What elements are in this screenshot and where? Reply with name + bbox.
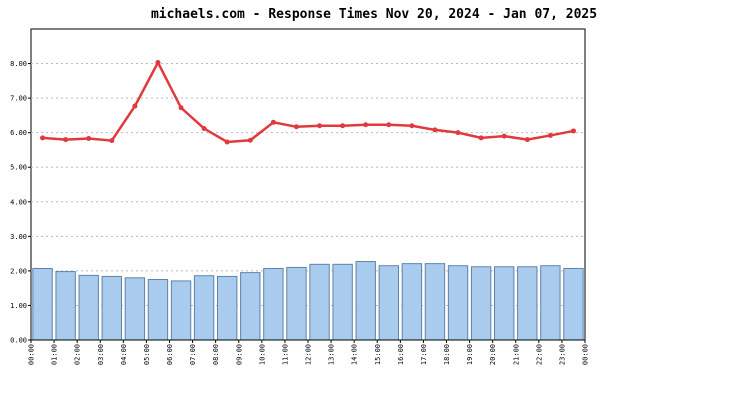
line-point [201, 126, 207, 132]
x-tick-label: 12:00 [305, 344, 313, 365]
bar [124, 277, 146, 341]
bar [286, 266, 307, 341]
bar [193, 275, 215, 341]
line [42, 59, 574, 144]
x-tick-label: 18:00 [443, 344, 451, 365]
x-tick-label: 09:00 [235, 344, 243, 365]
bar [263, 267, 284, 341]
x-tick-label: 00:00 [28, 344, 36, 365]
y-tick-label: 2.00 [10, 267, 27, 275]
bar [447, 265, 469, 341]
line-point [63, 137, 69, 143]
line-point [270, 119, 276, 125]
bar [378, 265, 399, 341]
line-point [224, 139, 230, 145]
bar [517, 266, 538, 341]
bar [540, 265, 561, 341]
x-tick-label: 17:00 [420, 344, 428, 365]
bar [309, 263, 330, 341]
bar [332, 263, 353, 341]
line-point [178, 105, 184, 111]
x-tick-label: 16:00 [397, 344, 405, 365]
line-point [109, 138, 115, 144]
line-point [317, 123, 323, 129]
bar [55, 271, 76, 341]
bar [217, 275, 238, 341]
y-tick-label: 7.00 [10, 95, 27, 103]
line-point [501, 133, 507, 139]
y-tick-label: 5.00 [10, 164, 27, 172]
line-point [547, 132, 553, 138]
line-point [132, 103, 138, 109]
line-point [455, 130, 461, 136]
y-tick-label: 4.00 [10, 198, 27, 206]
line-point [570, 128, 576, 134]
x-tick-label: 02:00 [74, 344, 82, 365]
bar [32, 267, 53, 341]
line-point [386, 122, 392, 128]
chart-title: michaels.com - Response Times Nov 20, 20… [151, 7, 597, 22]
x-tick-label: 00:00 [582, 344, 590, 365]
line-point [524, 137, 530, 143]
line-point [247, 137, 253, 143]
line-point [40, 135, 46, 141]
line-point [86, 136, 92, 142]
x-tick-label: 04:00 [120, 344, 128, 365]
line-point [340, 123, 346, 129]
y-tick-label: 0.00 [10, 337, 27, 345]
bar [494, 266, 515, 341]
bar [240, 272, 261, 341]
x-tick-label: 03:00 [97, 344, 105, 365]
line-point [478, 135, 484, 141]
x-tick-label: 22:00 [535, 344, 543, 365]
y-tick-label: 3.00 [10, 233, 27, 241]
x-tick-label: 13:00 [328, 344, 336, 365]
x-tick-label: 14:00 [351, 344, 359, 365]
x-tick-label: 21:00 [512, 344, 520, 365]
x-tick-label: 01:00 [51, 344, 59, 365]
bar [563, 267, 584, 341]
x-tick-label: 07:00 [189, 344, 197, 365]
y-tick-label: 1.00 [10, 302, 27, 310]
line-point [363, 122, 369, 128]
y-tick-label: 6.00 [10, 129, 27, 137]
bar [147, 279, 169, 341]
x-tick-label: 08:00 [212, 344, 220, 365]
bar [355, 261, 376, 341]
bar [170, 280, 192, 341]
x-tick-label: 06:00 [166, 344, 174, 365]
x-tick-label: 11:00 [281, 344, 289, 365]
x-tick-label: 23:00 [558, 344, 566, 365]
y-tick-label: 8.00 [10, 60, 27, 68]
line-point [432, 127, 438, 133]
line-point [293, 124, 299, 130]
bar [101, 275, 122, 341]
x-tick-label: 10:00 [258, 344, 266, 365]
line-point [155, 60, 161, 66]
x-tick-label: 15:00 [374, 344, 382, 365]
x-tick-label: 20:00 [489, 344, 497, 365]
bar [424, 263, 446, 341]
line-point [409, 123, 415, 129]
x-tick-label: 05:00 [143, 344, 151, 365]
bar [401, 263, 423, 341]
plot-area [30, 28, 586, 341]
bar [78, 274, 99, 341]
x-tick-label: 19:00 [466, 344, 474, 365]
bar [470, 266, 492, 341]
